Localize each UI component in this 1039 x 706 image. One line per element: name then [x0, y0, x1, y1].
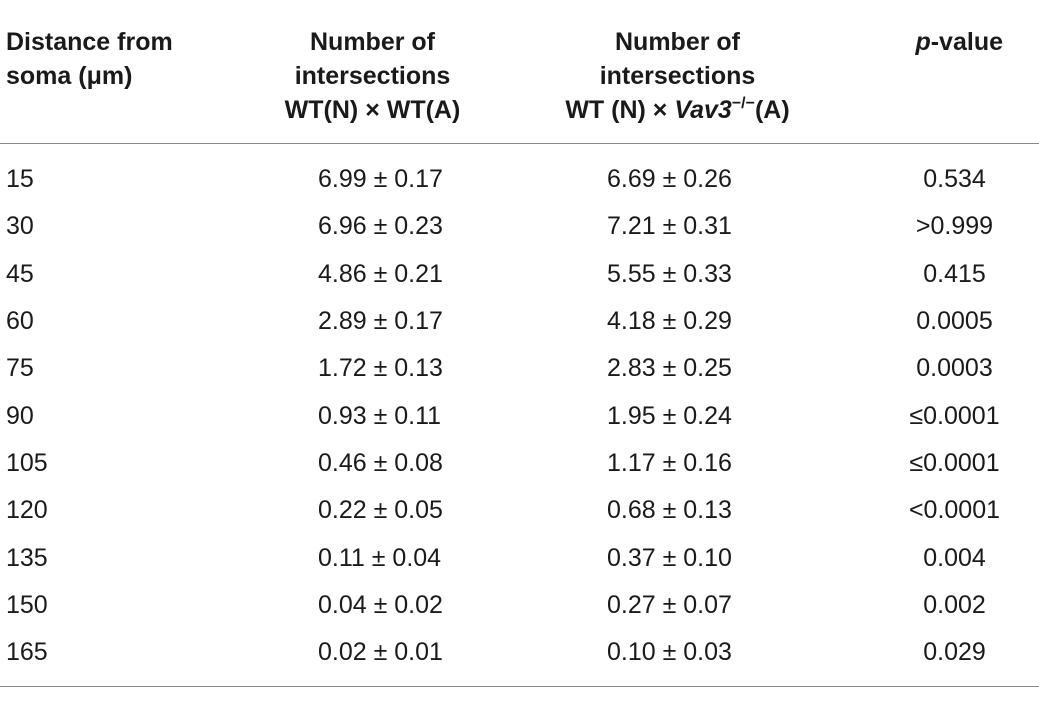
vav3-intersections-cell: 0.27 ± 0.07 — [607, 590, 732, 619]
wt-intersections-cell: 6.99 ± 0.17 — [318, 165, 443, 194]
header-wt-line3: WT(N) × WT(A) — [284, 96, 461, 124]
wt-intersections-cell: 0.11 ± 0.04 — [318, 543, 442, 572]
distance-cell: 45 — [6, 259, 34, 288]
distance-cell: 60 — [6, 307, 34, 336]
p-value-cell: ≤0.0001 — [909, 401, 1000, 430]
vav3-intersections-cell: 1.17 ± 0.16 — [607, 448, 732, 477]
distance-cell: 105 — [6, 448, 48, 477]
distance-cell: 165 — [0, 628, 240, 688]
table-row: 105 0.46 ± 0.08 1.17 ± 0.16 ≤0.0001 — [0, 440, 1039, 487]
header-wt-line2: intersections — [294, 62, 451, 90]
header-wt-intersections: Number of intersections WT(N) × WT(A) — [240, 0, 505, 144]
p-value-cell: 0.415 — [923, 259, 986, 288]
vav3-intersections-cell: 2.83 ± 0.25 — [607, 354, 732, 383]
intersections-table: Distance from soma (μm) Number of inters… — [0, 0, 1039, 688]
table-row: 30 6.96 ± 0.23 7.21 ± 0.31 >0.999 — [0, 203, 1039, 250]
vav3-intersections-cell: 1.95 ± 0.24 — [607, 401, 732, 430]
table-header: Distance from soma (μm) Number of inters… — [0, 0, 1039, 144]
header-p-value: p-value — [850, 0, 1039, 144]
header-vav3-intersections: Number of intersections WT (N) × Vav3−/−… — [505, 0, 850, 144]
distance-cell: 75 — [6, 354, 34, 383]
p-value-cell: 0.002 — [923, 590, 986, 619]
wt-intersections-cell: 1.72 ± 0.13 — [318, 354, 443, 383]
distance-cell: 120 — [6, 496, 48, 525]
wt-intersections-cell: 0.22 ± 0.05 — [318, 496, 443, 525]
table-body: 15 6.99 ± 0.17 6.69 ± 0.26 0.534 30 6.96 ± 0.… — [0, 144, 1039, 688]
header-row: Distance from soma (μm) Number of inters… — [0, 0, 1039, 144]
p-value-cell: 0.534 — [923, 165, 986, 194]
distance-cell: 135 — [6, 543, 48, 572]
header-p-rest: -value — [930, 28, 1003, 56]
header-vav3-line3-post: (A) — [754, 96, 790, 124]
table-row: 75 1.72 ± 0.13 2.83 ± 0.25 0.0003 — [0, 345, 1039, 392]
wt-intersections-cell: 4.86 ± 0.21 — [318, 259, 443, 288]
p-value-cell: ≤0.0001 — [909, 448, 1000, 477]
distance-cell: 30 — [6, 212, 34, 241]
header-vav3-gene: Vav3 — [674, 96, 732, 124]
vav3-intersections-cell: 5.55 ± 0.33 — [607, 259, 732, 288]
wt-intersections-cell: 0.04 ± 0.02 — [318, 590, 443, 619]
table-row: 150 0.04 ± 0.02 0.27 ± 0.07 0.002 — [0, 582, 1039, 629]
header-vav3-superscript: −/− — [731, 95, 755, 112]
vav3-intersections-cell: 4.18 ± 0.29 — [607, 307, 732, 336]
table-row: 90 0.93 ± 0.11 1.95 ± 0.24 ≤0.0001 — [0, 392, 1039, 439]
table-row: 60 2.89 ± 0.17 4.18 ± 0.29 0.0005 — [0, 298, 1039, 345]
wt-intersections-cell: 6.96 ± 0.23 — [318, 212, 443, 241]
header-vav3-line3-pre: WT (N) × — [565, 96, 675, 124]
table-row: 15 6.99 ± 0.17 6.69 ± 0.26 0.534 — [0, 144, 1039, 204]
p-value-cell: 0.029 — [850, 628, 1039, 688]
wt-intersections-cell: 0.02 ± 0.01 — [240, 628, 505, 688]
vav3-intersections-cell: 6.69 ± 0.26 — [607, 165, 732, 194]
distance-cell: 150 — [6, 590, 48, 619]
p-value-cell: <0.0001 — [908, 496, 1001, 525]
distance-cell: 15 — [6, 165, 34, 194]
distance-cell: 90 — [6, 401, 34, 430]
header-distance: Distance from soma (μm) — [0, 0, 240, 144]
header-vav3-line3: WT (N) × Vav3−/−(A) — [565, 95, 790, 125]
header-wt-line1: Number of — [310, 28, 435, 56]
p-value-cell: 0.0003 — [916, 354, 993, 383]
vav3-intersections-cell: 0.10 ± 0.03 — [505, 628, 850, 688]
vav3-intersections-cell: 0.68 ± 0.13 — [607, 496, 732, 525]
wt-intersections-cell: 0.46 ± 0.08 — [318, 448, 443, 477]
header-distance-line2: soma (μm) — [6, 62, 133, 90]
header-distance-line1: Distance from — [6, 28, 173, 56]
wt-intersections-cell: 2.89 ± 0.17 — [318, 307, 443, 336]
table-row: 135 0.11 ± 0.04 0.37 ± 0.10 0.004 — [0, 534, 1039, 581]
table-row: 45 4.86 ± 0.21 5.55 ± 0.33 0.415 — [0, 251, 1039, 298]
wt-intersections-cell: 0.93 ± 0.11 — [318, 401, 442, 430]
p-value-cell: >0.999 — [915, 212, 994, 241]
header-vav3-line2: intersections — [599, 62, 756, 90]
header-vav3-line1: Number of — [615, 28, 740, 56]
header-p-italic: p — [915, 28, 931, 56]
table-row: 120 0.22 ± 0.05 0.68 ± 0.13 <0.0001 — [0, 487, 1039, 534]
vav3-intersections-cell: 7.21 ± 0.31 — [607, 212, 732, 241]
p-value-cell: 0.0005 — [916, 307, 993, 336]
table-row: 165 0.02 ± 0.01 0.10 ± 0.03 0.029 — [0, 628, 1039, 688]
vav3-intersections-cell: 0.37 ± 0.10 — [607, 543, 732, 572]
p-value-cell: 0.004 — [923, 543, 986, 572]
